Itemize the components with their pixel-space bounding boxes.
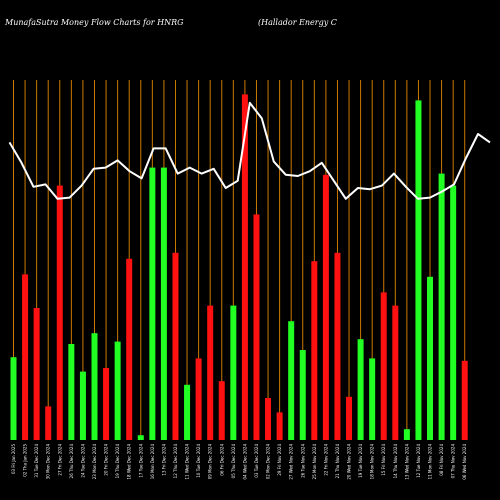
money-flow-bar	[184, 385, 190, 440]
x-tick-label: 22 Fri Nov 2024	[323, 444, 328, 476]
x-tick-label: 12 Tue Nov 2024	[416, 444, 421, 478]
money-flow-bar	[161, 168, 167, 440]
x-tick-label: 23 Mon Dec 2024	[92, 444, 97, 480]
money-flow-bar	[103, 368, 109, 440]
money-flow-bar	[404, 429, 410, 440]
x-tick-label: 20 Wed Nov 2024	[347, 444, 352, 480]
money-flow-bar	[115, 342, 121, 440]
money-flow-bar	[80, 372, 86, 440]
money-flow-bar	[311, 261, 317, 440]
money-flow-bar	[277, 412, 283, 440]
x-tick-label: 05 Thu Dec 2024	[231, 444, 236, 479]
x-tick-label: 15 Fri Nov 2024	[381, 444, 386, 476]
money-flow-bar	[207, 306, 213, 440]
x-tick-label: 24 Tue Dec 2024	[80, 444, 85, 478]
money-flow-bar	[22, 274, 28, 440]
x-tick-label: 17 Tue Dec 2024	[138, 444, 143, 478]
money-flow-bar	[172, 253, 178, 440]
money-flow-bar	[439, 174, 445, 440]
x-tick-label: 06 Wed Nov 2024	[462, 444, 467, 480]
x-tick-label: 18 Wed Dec 2024	[127, 444, 132, 480]
money-flow-bar	[369, 358, 375, 440]
money-flow-bar	[427, 277, 433, 440]
money-flow-bar	[462, 361, 468, 440]
x-tick-label: 31 Tue Dec 2024	[34, 444, 39, 478]
x-axis-tick-labels: 03 Fri Jan 2025 02 Thu Jan 2025 31 Tue Dec…	[11, 444, 467, 480]
money-flow-bar	[91, 333, 97, 440]
money-flow-bar	[196, 358, 202, 440]
money-flow-bar	[68, 344, 74, 440]
x-tick-label: 26 Thu Dec 2024	[69, 444, 74, 479]
x-tick-label: 03 Tue Dec 2024	[254, 444, 259, 478]
money-flow-bar	[57, 186, 63, 440]
x-tick-label: 26 Tue Nov 2024	[300, 444, 305, 478]
x-tick-label: 10 Tue Dec 2024	[196, 444, 201, 478]
x-tick-label: 14 Thu Nov 2024	[393, 444, 398, 479]
x-tick-label: 11 Wed Dec 2024	[185, 444, 190, 480]
money-flow-bar	[300, 350, 306, 440]
x-tick-label: 18 Mon Nov 2024	[370, 444, 375, 480]
chart-title-right: (Hallador Energy C	[258, 18, 337, 27]
x-tick-label: 25 Mon Nov 2024	[312, 444, 317, 480]
x-tick-label: 19 Thu Dec 2024	[115, 444, 120, 479]
money-flow-bar	[11, 357, 17, 440]
money-flow-bar	[230, 306, 236, 440]
money-flow-bar	[392, 306, 398, 440]
x-tick-label: 09 Mon Dec 2024	[208, 444, 213, 480]
x-tick-label: 16 Mon Dec 2024	[150, 444, 155, 480]
x-tick-label: 29 Fri Nov 2024	[277, 444, 282, 476]
money-flow-bar	[265, 398, 271, 440]
x-tick-label: 12 Thu Dec 2024	[173, 444, 178, 479]
x-tick-label: 30 Mon Dec 2024	[46, 444, 51, 480]
money-flow-bar	[346, 397, 352, 440]
money-flow-bar	[450, 186, 456, 440]
money-flow-bar	[219, 381, 225, 440]
x-tick-label: 03 Fri Jan 2025	[11, 444, 16, 474]
chart-title-left: MunafaSutra Money Flow Charts for HNRG	[4, 18, 184, 27]
bar-series	[11, 94, 468, 440]
x-tick-label: 13 Fri Dec 2024	[161, 444, 166, 476]
money-flow-bar	[323, 175, 329, 440]
money-flow-bar	[253, 214, 259, 440]
x-tick-label: 20 Fri Dec 2024	[104, 444, 109, 476]
x-tick-label: 27 Fri Dec 2024	[57, 444, 62, 476]
x-tick-label: 08 Fri Nov 2024	[439, 444, 444, 476]
x-tick-label: 11 Mon Nov 2024	[428, 444, 433, 480]
money-flow-bar	[358, 339, 364, 440]
money-flow-bar	[381, 292, 387, 440]
money-flow-bar	[126, 259, 132, 440]
money-flow-bar	[45, 406, 51, 440]
x-tick-label: 04 Wed Dec 2024	[242, 444, 247, 480]
money-flow-bar	[334, 253, 340, 440]
money-flow-bar	[34, 308, 40, 440]
x-tick-label: 02 Mon Dec 2024	[266, 444, 271, 480]
money-flow-bar	[149, 168, 155, 440]
money-flow-bar	[288, 321, 294, 440]
x-tick-label: 19 Tue Nov 2024	[358, 444, 363, 478]
x-tick-label: 27 Wed Nov 2024	[289, 444, 294, 480]
x-tick-label: 07 Thu Nov 2024	[451, 444, 456, 479]
x-tick-label: 13 Wed Nov 2024	[404, 444, 409, 480]
x-tick-label: 02 Thu Jan 2025	[23, 444, 28, 477]
money-flow-bar	[415, 100, 421, 440]
money-flow-bar	[138, 435, 144, 440]
x-tick-label: 21 Thu Nov 2024	[335, 444, 340, 479]
x-tick-label: 06 Fri Dec 2024	[219, 444, 224, 476]
